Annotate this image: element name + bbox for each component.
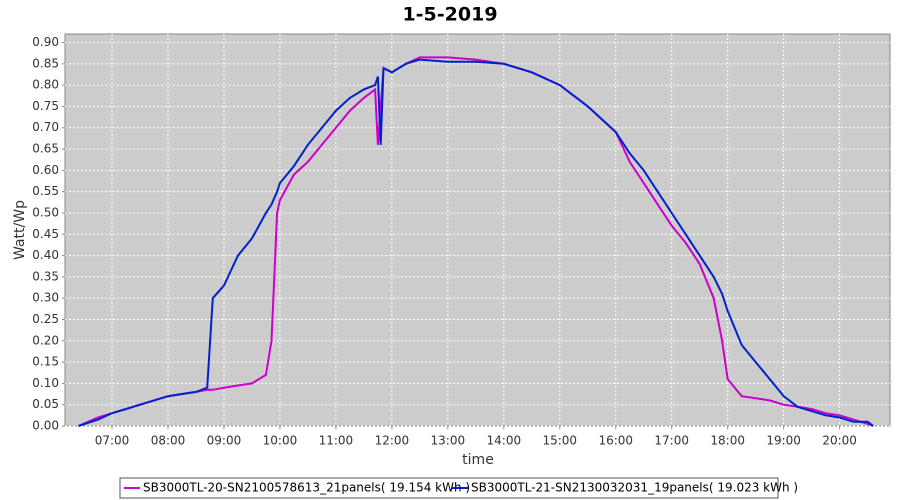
legend-label: SB3000TL-21-SN2130032031_19panels( 19.02… xyxy=(471,481,798,495)
x-tick-label: 20:00 xyxy=(822,434,857,448)
x-tick-label: 11:00 xyxy=(319,434,354,448)
x-tick-label: 16:00 xyxy=(598,434,633,448)
x-tick-label: 07:00 xyxy=(95,434,130,448)
chart-title: 1-5-2019 xyxy=(402,4,497,26)
x-tick-label: 18:00 xyxy=(710,434,745,448)
y-tick-label: 0.20 xyxy=(32,333,59,347)
x-tick-label: 13:00 xyxy=(431,434,466,448)
y-tick-label: 0.30 xyxy=(32,291,59,305)
y-tick-label: 0.40 xyxy=(32,248,59,262)
y-tick-label: 0.10 xyxy=(32,376,59,390)
series-line xyxy=(78,58,874,427)
legend xyxy=(119,477,779,499)
y-tick-label: 0.45 xyxy=(32,227,59,241)
x-tick-label: 19:00 xyxy=(766,434,801,448)
x-tick-label: 17:00 xyxy=(654,434,689,448)
y-tick-label: 0.75 xyxy=(32,99,59,113)
x-tick-label: 15:00 xyxy=(542,434,577,448)
y-tick-label: 0.25 xyxy=(32,312,59,326)
y-tick-label: 0.85 xyxy=(32,56,59,70)
y-tick-label: 0.80 xyxy=(32,78,59,92)
y-tick-label: 0.15 xyxy=(32,355,59,369)
x-tick-label: 12:00 xyxy=(375,434,410,448)
y-tick-label: 0.00 xyxy=(32,419,59,433)
y-tick-label: 0.50 xyxy=(32,205,59,219)
y-tick-label: 0.05 xyxy=(32,397,59,411)
y-tick-label: 0.70 xyxy=(32,120,59,134)
y-tick-label: 0.55 xyxy=(32,184,59,198)
y-tick-label: 0.35 xyxy=(32,269,59,283)
y-tick-label: 0.65 xyxy=(32,142,59,156)
x-tick-label: 08:00 xyxy=(151,434,186,448)
plot-area xyxy=(64,33,891,427)
x-tick-label: 10:00 xyxy=(263,434,298,448)
y-tick-label: 0.90 xyxy=(32,35,59,49)
x-tick-label: 09:00 xyxy=(207,434,242,448)
x-tick-label: 14:00 xyxy=(487,434,522,448)
y-tick-label: 0.60 xyxy=(32,163,59,177)
y-axis-label: Watt/Wp xyxy=(12,200,28,260)
x-axis-label: time xyxy=(462,452,494,468)
legend-label: SB3000TL-20-SN2100578613_21panels( 19.15… xyxy=(143,481,470,495)
